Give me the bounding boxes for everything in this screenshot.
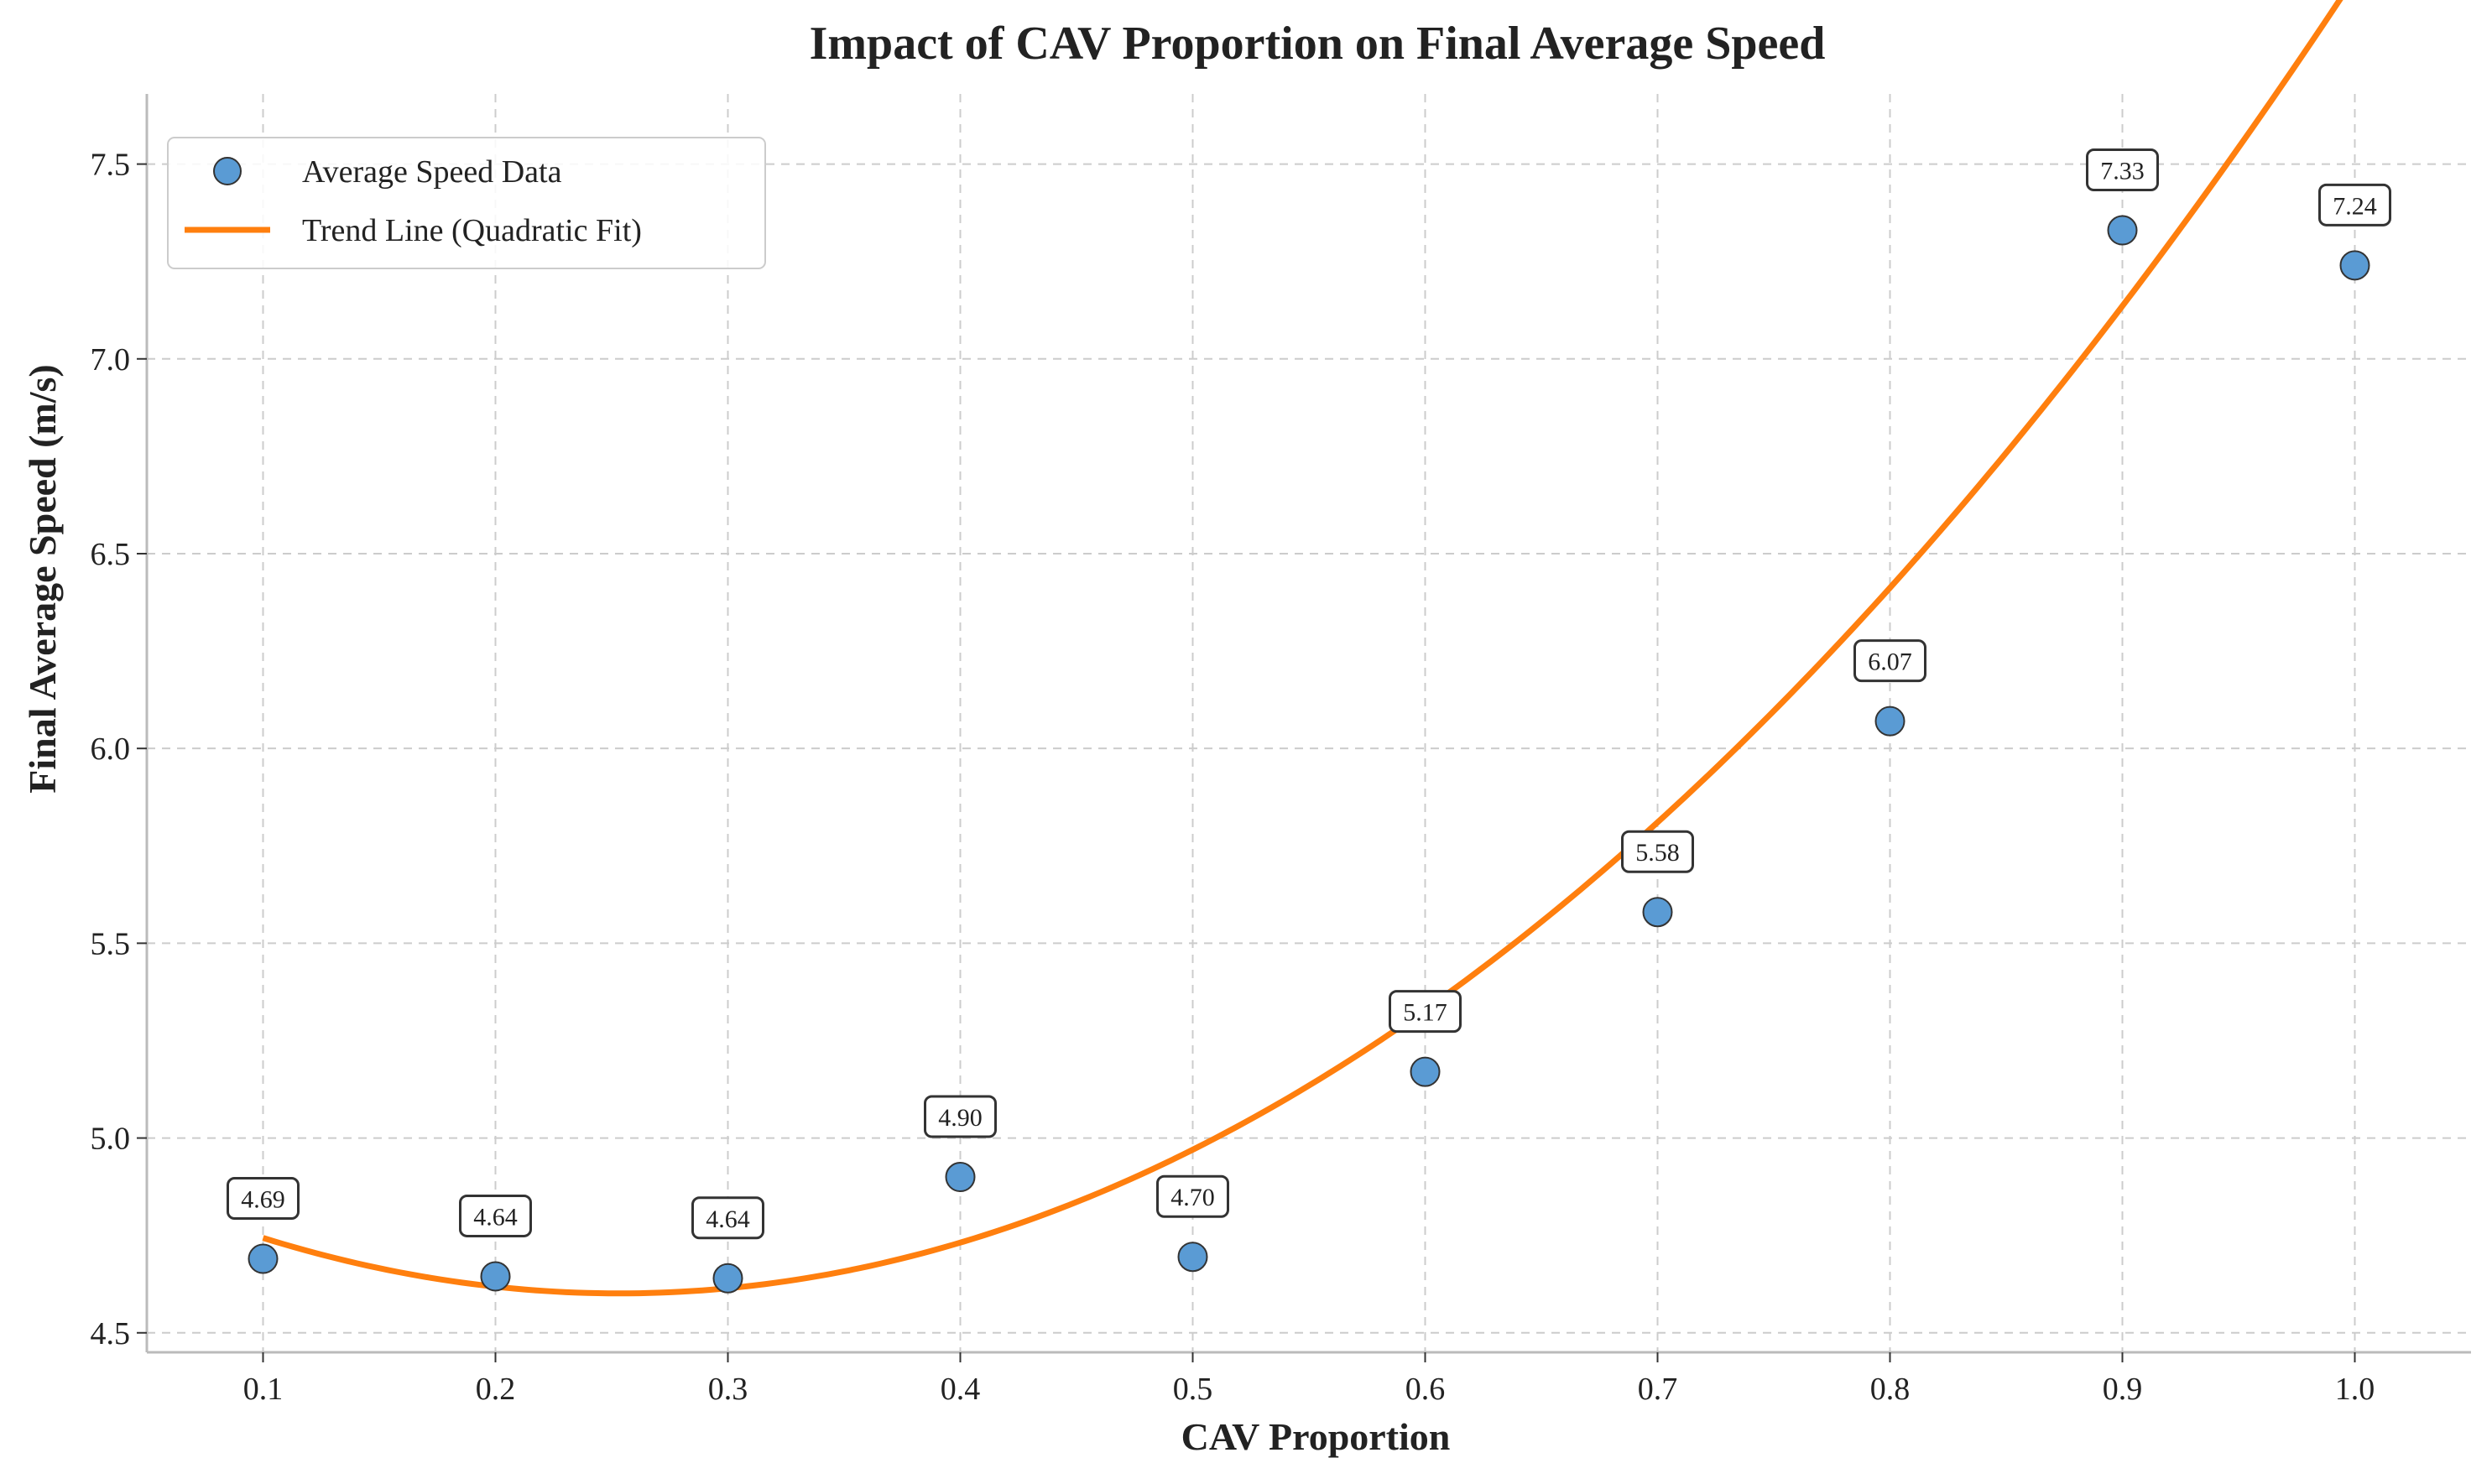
data-label: 5.58: [1621, 830, 1694, 873]
data-label-box: [1853, 639, 1926, 683]
legend-box: [167, 137, 766, 269]
trend-line: [262, 0, 2343, 1297]
data-label: 7.33: [2086, 148, 2159, 192]
data-label: 4.90: [924, 1095, 997, 1138]
data-point: [2107, 215, 2138, 246]
y-tick-label: 7.5: [91, 148, 131, 183]
x-ticks: 0.1 0.2 0.3 0.4 0.5 0.6 0.7 0.8 0.9 1.0: [243, 1352, 2375, 1407]
data-label-box: [1621, 830, 1694, 873]
data-point: [1874, 706, 1905, 737]
grid: [147, 94, 2471, 1352]
data-point: [1177, 1242, 1208, 1273]
data-label-box: [1156, 1174, 1229, 1218]
data-point: [2339, 250, 2370, 281]
y-tick-label: 6.5: [91, 537, 131, 572]
x-tick-label: 0.1: [243, 1372, 284, 1407]
data-label-text: 6.07: [1868, 648, 1912, 676]
data-labels: 4.69 4.64 4.64 4.90 4.70 5.17 5.58 6.07 7.33 7.24: [227, 148, 2391, 1240]
x-tick-label: 0.8: [1870, 1372, 1911, 1407]
x-tick-label: 0.9: [2103, 1372, 2143, 1407]
data-point: [945, 1162, 976, 1193]
chart-title: Impact of CAV Proportion on Final Averag…: [810, 18, 1826, 70]
y-tick-label: 5.0: [91, 1122, 131, 1157]
y-tick-label: 6.0: [91, 732, 131, 767]
data-label-text: 7.33: [2100, 158, 2145, 185]
data-label-box: [691, 1196, 764, 1240]
data-point: [248, 1243, 279, 1274]
x-tick-label: 0.4: [941, 1372, 981, 1407]
data-label-box: [459, 1194, 532, 1237]
legend-label-line: Trend Line (Quadratic Fit): [302, 213, 642, 248]
x-tick-label: 1.0: [2335, 1372, 2375, 1407]
data-point: [1642, 897, 1673, 928]
y-axis-label: Final Average Speed (m/s): [21, 364, 64, 793]
y-tick-label: 7.0: [91, 342, 131, 378]
y-ticks: 4.5 5.0 5.5 6.0 6.5 7.0 7.5: [91, 148, 147, 1351]
data-points: [248, 215, 2370, 1294]
x-tick-label: 0.7: [1638, 1372, 1678, 1407]
data-label: 4.70: [1156, 1174, 1229, 1218]
legend-label-scatter: Average Speed Data: [302, 154, 562, 190]
data-label: 4.64: [459, 1194, 532, 1237]
data-point: [712, 1263, 743, 1294]
axes: [145, 94, 2471, 1354]
data-label-box: [2086, 148, 2159, 192]
x-tick-label: 0.2: [476, 1372, 516, 1407]
data-point: [480, 1261, 511, 1292]
data-label-text: 4.64: [473, 1203, 518, 1231]
data-label-box: [924, 1095, 997, 1138]
data-label-box: [227, 1177, 300, 1221]
legend: Average Speed Data Trend Line (Quadratic…: [167, 137, 766, 269]
data-label: 4.64: [691, 1196, 764, 1240]
data-label: 7.24: [2318, 183, 2391, 227]
data-label: 4.69: [227, 1177, 300, 1221]
data-label-text: 5.17: [1403, 999, 1447, 1027]
y-tick-label: 5.5: [91, 926, 131, 961]
data-label-box: [1389, 990, 1462, 1034]
x-axis-label: CAV Proportion: [1181, 1415, 1451, 1458]
x-tick-label: 0.6: [1405, 1372, 1446, 1407]
data-label-text: 4.90: [938, 1104, 983, 1132]
data-label: 6.07: [1853, 639, 1926, 683]
data-label-text: 7.24: [2333, 192, 2377, 220]
data-label-text: 4.64: [706, 1205, 750, 1233]
y-tick-label: 4.5: [91, 1316, 131, 1351]
data-point: [1410, 1056, 1441, 1087]
data-label: 5.17: [1389, 990, 1462, 1034]
data-label-box: [2318, 183, 2391, 227]
data-label-text: 4.69: [241, 1186, 285, 1214]
data-label-text: 4.70: [1170, 1184, 1215, 1211]
legend-marker-scatter: [213, 157, 242, 185]
data-label-text: 5.58: [1635, 839, 1680, 867]
x-tick-label: 0.5: [1173, 1372, 1213, 1407]
x-tick-label: 0.3: [708, 1372, 748, 1407]
trend-line-layer: [262, 0, 2343, 1297]
